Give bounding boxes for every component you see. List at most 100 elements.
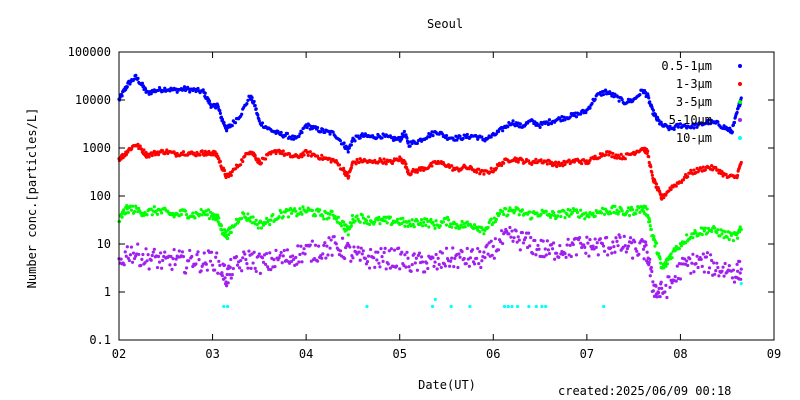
data-point [633,240,637,244]
data-point [352,245,356,249]
data-point [444,134,449,138]
data-point [450,164,454,168]
data-point [146,253,150,257]
data-point [480,259,484,263]
data-point [388,215,392,219]
data-point [558,244,562,248]
data-point [240,269,244,273]
data-point [228,265,232,270]
data-point [215,251,219,255]
data-point [177,249,181,253]
data-point [650,269,654,274]
data-point [265,216,269,221]
data-point [486,225,490,230]
data-point [570,211,574,215]
data-point [710,258,714,263]
data-point [498,240,503,244]
data-point [489,217,493,221]
data-point [291,254,295,258]
data-point [497,211,502,216]
data-point [367,266,372,270]
data-point [506,125,510,129]
data-point [695,254,699,258]
data-point [716,120,720,124]
data-point [223,276,227,280]
data-point [623,244,627,248]
data-point [328,212,332,216]
data-point [593,237,597,241]
data-point [483,256,487,260]
data-point [334,217,338,221]
x-tick-label: 07 [580,347,594,361]
data-point [464,261,468,266]
data-point [485,243,489,247]
data-point [494,132,499,136]
data-point [351,256,355,260]
data-point [458,255,462,259]
data-point [150,253,154,258]
data-point [555,251,559,255]
data-point [246,212,250,216]
data-point [511,119,515,123]
data-point [584,251,588,255]
data-point [422,220,426,224]
data-point [144,150,148,155]
data-point [478,230,482,234]
data-point [512,236,516,240]
data-point [392,248,397,252]
data-point [739,281,743,286]
data-point [648,100,652,104]
data-point [412,252,416,256]
data-point [409,172,413,176]
data-point [501,241,505,246]
data-point [603,88,608,92]
data-point [574,208,579,212]
data-point [296,244,300,248]
data-point [727,264,731,268]
data-point [197,258,201,262]
data-point [213,268,217,272]
data-point [179,212,183,217]
data-point [575,210,580,215]
data-point [136,76,140,80]
data-point [196,86,200,91]
data-point [701,165,705,169]
data-point [631,256,635,260]
data-point [134,73,138,77]
data-point [242,212,246,216]
data-point [732,280,737,284]
data-point [377,261,381,265]
data-point [559,214,563,219]
data-point [199,269,203,273]
data-point [431,220,435,224]
data-point [129,208,134,212]
data-point [149,207,153,211]
data-point [444,246,449,250]
data-point [315,259,320,263]
data-point [647,260,651,264]
plot-frame [118,51,775,341]
data-point [537,123,541,127]
data-point [378,222,382,226]
data-point [322,243,326,247]
data-point [420,260,425,264]
data-point [520,158,524,162]
data-point [606,253,610,257]
data-point [450,225,454,229]
data-point [703,226,707,230]
data-point [280,151,284,156]
data-point [170,267,174,271]
data-point [429,217,433,222]
data-point [724,172,728,177]
data-point [332,235,336,239]
data-point [360,213,364,217]
data-point [387,249,391,253]
data-point [477,261,481,266]
data-point [269,218,273,222]
data-point [689,271,693,275]
data-point [328,132,332,136]
data-point [255,222,259,227]
data-point [593,214,597,218]
data-point [400,136,404,141]
data-point [517,238,521,242]
